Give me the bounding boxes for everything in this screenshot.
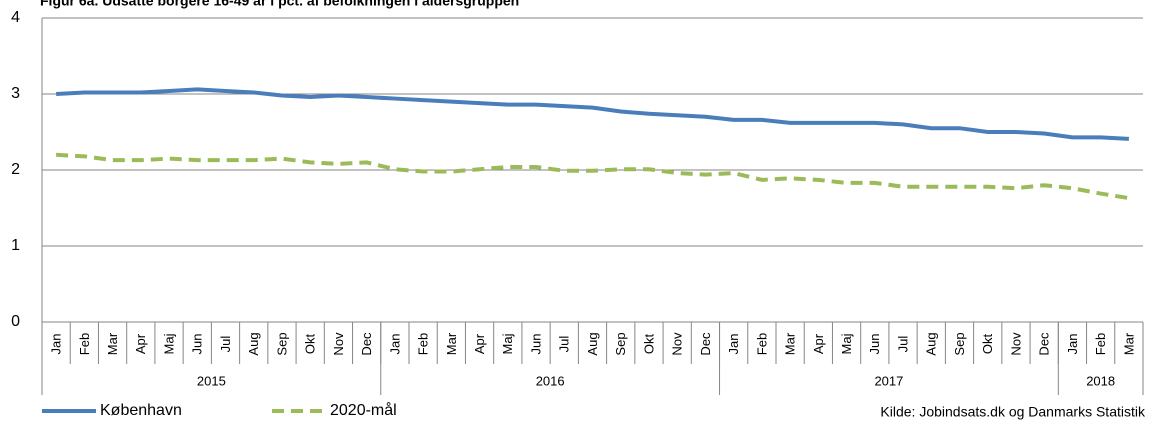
legend-label: København xyxy=(100,402,182,419)
x-tick-label: Jul xyxy=(895,336,910,353)
year-label: 2016 xyxy=(536,373,565,388)
x-tick-label: Apr xyxy=(472,333,487,354)
x-tick-label: Apr xyxy=(811,333,826,354)
year-label: 2017 xyxy=(874,373,903,388)
x-tick-label: Sep xyxy=(274,332,289,355)
x-tick-label: Nov xyxy=(1008,332,1023,356)
x-tick-label: Jul xyxy=(218,336,233,353)
x-tick-label: Mar xyxy=(1121,332,1136,355)
x-tick-label: Dec xyxy=(698,332,713,356)
x-tick-label: Okt xyxy=(303,334,318,355)
x-tick-label: Sep xyxy=(952,332,967,355)
x-tick-label: Aug xyxy=(585,332,600,355)
y-tick-label: 1 xyxy=(11,237,20,254)
x-tick-label: Nov xyxy=(331,332,346,356)
x-tick-label: Sep xyxy=(613,332,628,355)
x-tick-label: Feb xyxy=(77,333,92,355)
x-tick-label: Feb xyxy=(754,333,769,355)
x-tick-label: Maj xyxy=(161,333,176,354)
x-tick-label: Okt xyxy=(980,334,995,355)
y-tick-label: 3 xyxy=(11,85,20,102)
x-tick-label: Dec xyxy=(1037,332,1052,356)
x-tick-label: Jun xyxy=(190,334,205,355)
source: Kilde: Jobindsats.dk og Danmarks Statist… xyxy=(880,404,1146,420)
x-tick-label: Mar xyxy=(783,332,798,355)
x-tick-label: Feb xyxy=(416,333,431,355)
x-tick-label: Apr xyxy=(133,333,148,354)
year-label: 2018 xyxy=(1086,373,1115,388)
x-tick-label: Nov xyxy=(670,332,685,356)
y-tick-label: 4 xyxy=(11,9,20,26)
x-tick-label: Jan xyxy=(387,334,402,355)
series-line xyxy=(56,87,1129,141)
x-tick-label: Feb xyxy=(1093,333,1108,355)
x-tick-label: Maj xyxy=(500,333,515,354)
x-tick-label: Jun xyxy=(528,334,543,355)
legend-label: 2020-mål xyxy=(330,401,397,419)
y-tick-label: 0 xyxy=(11,313,20,330)
x-tick-label: Aug xyxy=(246,332,261,355)
x-tick-label: Maj xyxy=(839,333,854,354)
x-tick-label: Jan xyxy=(1065,334,1080,355)
x-tick-label: Mar xyxy=(444,332,459,355)
x-tick-label: Dec xyxy=(359,332,374,356)
series-line xyxy=(56,152,1130,201)
chart-title: Figur 6a. Udsatte borgere 16-49 år i pct… xyxy=(40,0,519,9)
x-tick-label: Jan xyxy=(49,334,64,355)
year-label: 2015 xyxy=(197,373,226,388)
x-tick-label: Jul xyxy=(557,336,572,353)
x-tick-label: Mar xyxy=(105,332,120,355)
x-tick-label: Aug xyxy=(924,332,939,355)
x-tick-label: Jun xyxy=(867,334,882,355)
x-tick-label: Jan xyxy=(726,334,741,355)
x-tick-label: Okt xyxy=(641,334,656,355)
y-tick-label: 2 xyxy=(11,161,20,178)
